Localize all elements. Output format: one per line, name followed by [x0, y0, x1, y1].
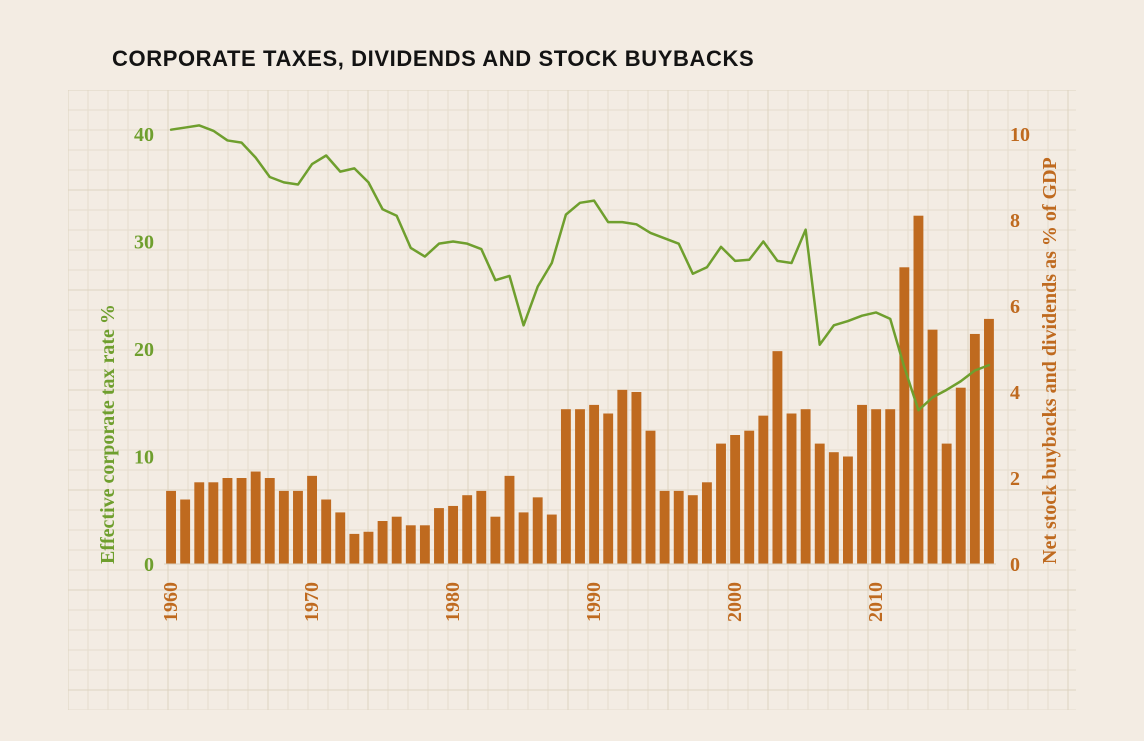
bar [603, 414, 613, 565]
bar [744, 431, 754, 564]
y-right-tick: 2 [1010, 468, 1020, 490]
y-right-label: Net stock buybacks and dividends as % of… [1039, 157, 1061, 564]
bar [631, 392, 641, 564]
bar [857, 405, 867, 564]
bar [434, 508, 444, 564]
bar [533, 497, 543, 564]
chart-svg: 0 10 20 30 40 Effective corporate tax rate % 0… [68, 90, 1076, 710]
y-right-tick: 10 [1010, 124, 1030, 146]
y-right-tick: 0 [1010, 554, 1020, 576]
bar [392, 517, 402, 564]
bar [335, 512, 345, 564]
bar [547, 515, 557, 564]
bar [589, 405, 599, 564]
bar [476, 491, 486, 564]
x-tick-label: 2000 [724, 582, 746, 622]
bar [772, 351, 782, 564]
bar [829, 452, 839, 564]
y-right-tick: 4 [1010, 382, 1020, 404]
y-right-tick: 6 [1010, 296, 1020, 318]
bar [674, 491, 684, 564]
x-tick-label: 1970 [301, 582, 323, 622]
bar [265, 478, 275, 564]
y-left-tick: 30 [134, 232, 154, 254]
bar [885, 409, 895, 564]
bar [194, 482, 204, 564]
bar [180, 500, 190, 565]
bar [730, 435, 740, 564]
bar [420, 525, 430, 564]
bar [406, 525, 416, 564]
bar [871, 409, 881, 564]
bar [349, 534, 359, 564]
bar [490, 517, 500, 564]
bar [928, 330, 938, 564]
y-left-tick: 0 [144, 554, 154, 576]
bar [378, 521, 388, 564]
y-left-tick: 20 [134, 339, 154, 361]
bar [208, 482, 218, 564]
bar [956, 388, 966, 564]
bar [251, 472, 261, 564]
bar [617, 390, 627, 564]
bar [321, 500, 331, 565]
bar [815, 444, 825, 564]
bar [914, 216, 924, 564]
bar [519, 512, 529, 564]
bar [575, 409, 585, 564]
x-tick-label: 1980 [442, 582, 464, 622]
bar [716, 444, 726, 564]
bar [307, 476, 317, 564]
bar [660, 491, 670, 564]
bar [646, 431, 656, 564]
x-tick-label: 1960 [160, 582, 182, 622]
bar [448, 506, 458, 564]
bar [984, 319, 994, 564]
chart-title: CORPORATE TAXES, DIVIDENDS AND STOCK BUY… [112, 46, 754, 72]
bar [166, 491, 176, 564]
x-tick-label: 1990 [583, 582, 605, 622]
y-right-tick: 8 [1010, 210, 1020, 232]
bar [942, 444, 952, 564]
chart-container: 0 10 20 30 40 Effective corporate tax rate % 0… [68, 90, 1076, 710]
bar [702, 482, 712, 564]
bar [843, 457, 853, 565]
bar [279, 491, 289, 564]
bar [758, 416, 768, 564]
y-left-tick: 40 [134, 124, 154, 146]
bar [787, 414, 797, 565]
y-left-label: Effective corporate tax rate % [97, 304, 119, 564]
bar [505, 476, 515, 564]
tax-rate-line [171, 125, 989, 410]
bar [801, 409, 811, 564]
bar [899, 267, 909, 564]
bar [364, 532, 374, 564]
bar [223, 478, 233, 564]
bar [237, 478, 247, 564]
bar [561, 409, 571, 564]
bar [462, 495, 472, 564]
bar [293, 491, 303, 564]
y-left-tick: 10 [134, 447, 154, 469]
bar [688, 495, 698, 564]
x-tick-label: 2010 [865, 582, 887, 622]
